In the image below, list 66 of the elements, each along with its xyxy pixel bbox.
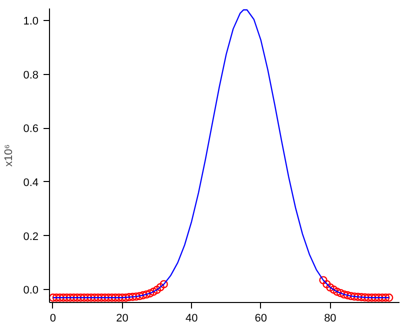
point — [336, 288, 345, 298]
point — [128, 292, 137, 301]
y-tick-label: 0.2 — [23, 230, 39, 243]
point — [73, 294, 82, 302]
point — [80, 294, 88, 302]
point — [84, 294, 92, 302]
point — [118, 294, 126, 302]
point — [114, 294, 123, 302]
y-tick-label: 0.0 — [23, 284, 39, 297]
x-tick-label: 20 — [116, 312, 128, 324]
point — [70, 294, 78, 302]
point — [340, 290, 348, 299]
point — [138, 291, 148, 300]
point — [330, 285, 338, 294]
line-series — [52, 9, 390, 298]
point — [111, 294, 120, 302]
y-axis-title: x10⁶ — [3, 144, 16, 167]
x-tick-label: 0 — [50, 312, 56, 324]
point — [343, 291, 352, 300]
x-tick-label: 80 — [324, 312, 336, 324]
point — [346, 292, 356, 300]
point — [350, 292, 359, 301]
x-tick-label: 40 — [185, 312, 198, 324]
y-tick-label: 0.6 — [23, 123, 39, 136]
point — [333, 288, 342, 296]
point — [52, 294, 61, 302]
point — [76, 294, 85, 302]
point — [122, 294, 130, 302]
point — [160, 280, 168, 288]
point — [125, 293, 134, 302]
point — [152, 286, 162, 294]
point — [56, 294, 64, 302]
point — [97, 294, 106, 302]
point — [146, 289, 154, 298]
point — [156, 283, 164, 292]
y-tick-label: 0.4 — [23, 176, 39, 189]
point — [360, 293, 369, 302]
point — [50, 294, 58, 302]
point — [100, 294, 110, 302]
y-tick-label: 1.0 — [23, 16, 39, 28]
point — [368, 294, 376, 302]
point — [319, 276, 328, 284]
point — [142, 290, 151, 299]
point — [132, 292, 140, 301]
point — [354, 292, 362, 301]
point — [357, 293, 366, 302]
point — [108, 294, 116, 302]
point — [364, 294, 372, 302]
point — [86, 294, 96, 302]
point — [90, 294, 99, 302]
point — [59, 294, 68, 302]
point — [326, 283, 334, 292]
y-tick-label: 0.8 — [23, 69, 39, 82]
point — [66, 294, 74, 302]
point — [94, 294, 102, 302]
point — [371, 294, 380, 302]
point — [62, 294, 71, 302]
point — [149, 288, 158, 296]
point — [136, 292, 144, 300]
point — [385, 294, 394, 302]
point — [104, 294, 113, 302]
point — [382, 294, 390, 302]
point — [378, 294, 386, 302]
point — [322, 280, 331, 288]
x-tick-label: 60 — [254, 312, 268, 324]
point — [374, 294, 383, 302]
